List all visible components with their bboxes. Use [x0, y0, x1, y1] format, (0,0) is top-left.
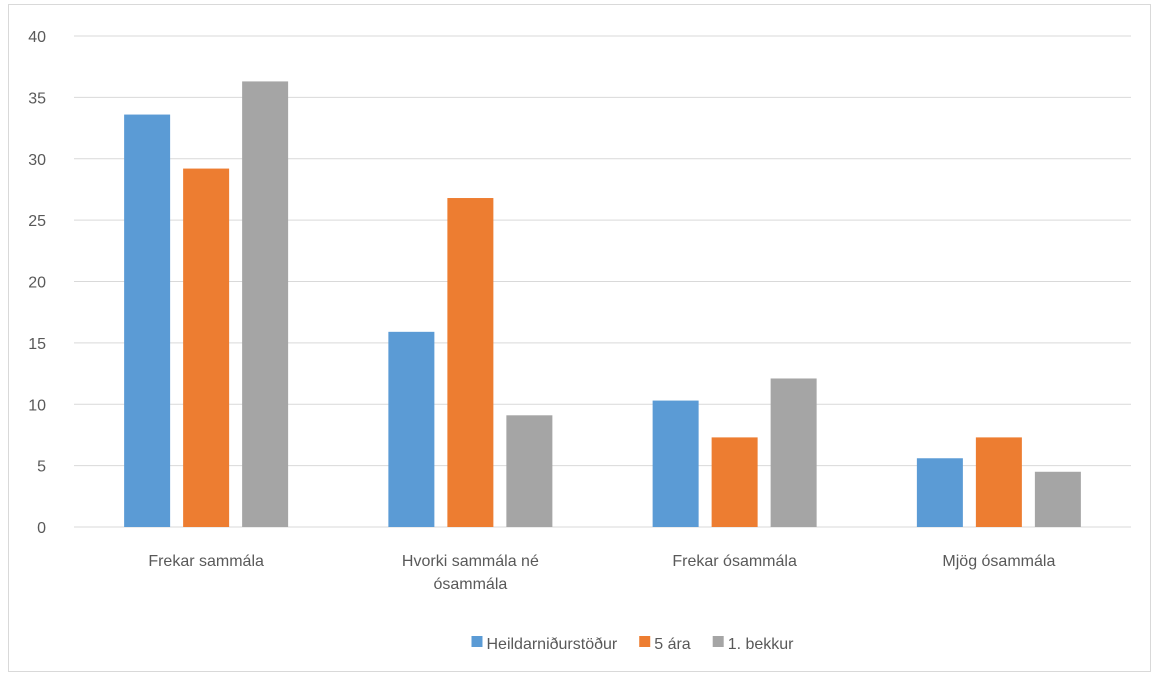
bar-1-bekkur-1	[506, 415, 553, 527]
bars	[124, 81, 1081, 527]
legend-item: 1. bekkur	[712, 636, 794, 653]
x-tick-label-line: Mjög ósammála	[942, 553, 1055, 570]
legend-label: 5 ára	[654, 636, 691, 653]
y-tick-label: 35	[28, 90, 46, 107]
bar-heildarni-urst-ur-2	[652, 400, 699, 527]
bar-5-ra-2	[711, 437, 758, 527]
legend-item: 5 ára	[639, 636, 691, 653]
x-tick-label-line: Hvorki sammála né	[402, 553, 539, 570]
y-tick-label: 25	[28, 213, 46, 230]
y-tick-label: 40	[28, 29, 46, 46]
legend-swatch	[712, 636, 724, 647]
x-axis-ticks: Frekar sammála Hvorki sammála né ósammála F…	[148, 553, 1055, 593]
bar-5-ra-0	[183, 168, 230, 527]
x-tick-label: Mjög ósammála	[942, 553, 1055, 570]
legend-swatch	[471, 636, 483, 647]
legend-label: 1. bekkur	[728, 636, 794, 653]
legend-swatch	[639, 636, 651, 647]
bar-heildarni-urst-ur-1	[388, 331, 435, 527]
bar-1-bekkur-2	[770, 378, 817, 527]
y-tick-label: 30	[28, 152, 46, 169]
x-tick-label-line: Frekar ósammála	[672, 553, 797, 570]
x-tick-label-line: ósammála	[433, 576, 507, 593]
legend-label: Heildarniðurstöður	[486, 636, 617, 653]
y-tick-label: 0	[37, 520, 46, 537]
y-axis-ticks: 0 5 10 15 20 25 30 35 40	[28, 29, 46, 537]
y-tick-label: 20	[28, 275, 46, 292]
x-tick-label-line: Frekar sammála	[148, 553, 264, 570]
bar-5-ra-1	[447, 198, 494, 527]
x-tick-label: Hvorki sammála né ósammála	[402, 553, 539, 593]
bar-1-bekkur-0	[242, 81, 289, 527]
x-tick-label: Frekar sammála	[148, 553, 264, 570]
bar-1-bekkur-3	[1034, 471, 1081, 527]
y-tick-label: 5	[37, 459, 46, 476]
legend-item: Heildarniðurstöður	[471, 636, 618, 653]
x-tick-label: Frekar ósammála	[672, 553, 797, 570]
bar-heildarni-urst-ur-0	[124, 114, 171, 527]
gridlines	[74, 35, 1131, 528]
bar-heildarni-urst-ur-3	[916, 458, 963, 527]
y-tick-label: 15	[28, 336, 46, 353]
y-tick-label: 10	[28, 397, 46, 414]
bar-5-ra-3	[975, 437, 1022, 527]
legend: Heildarniðurstöður 5 ára 1. bekkur	[471, 636, 794, 653]
